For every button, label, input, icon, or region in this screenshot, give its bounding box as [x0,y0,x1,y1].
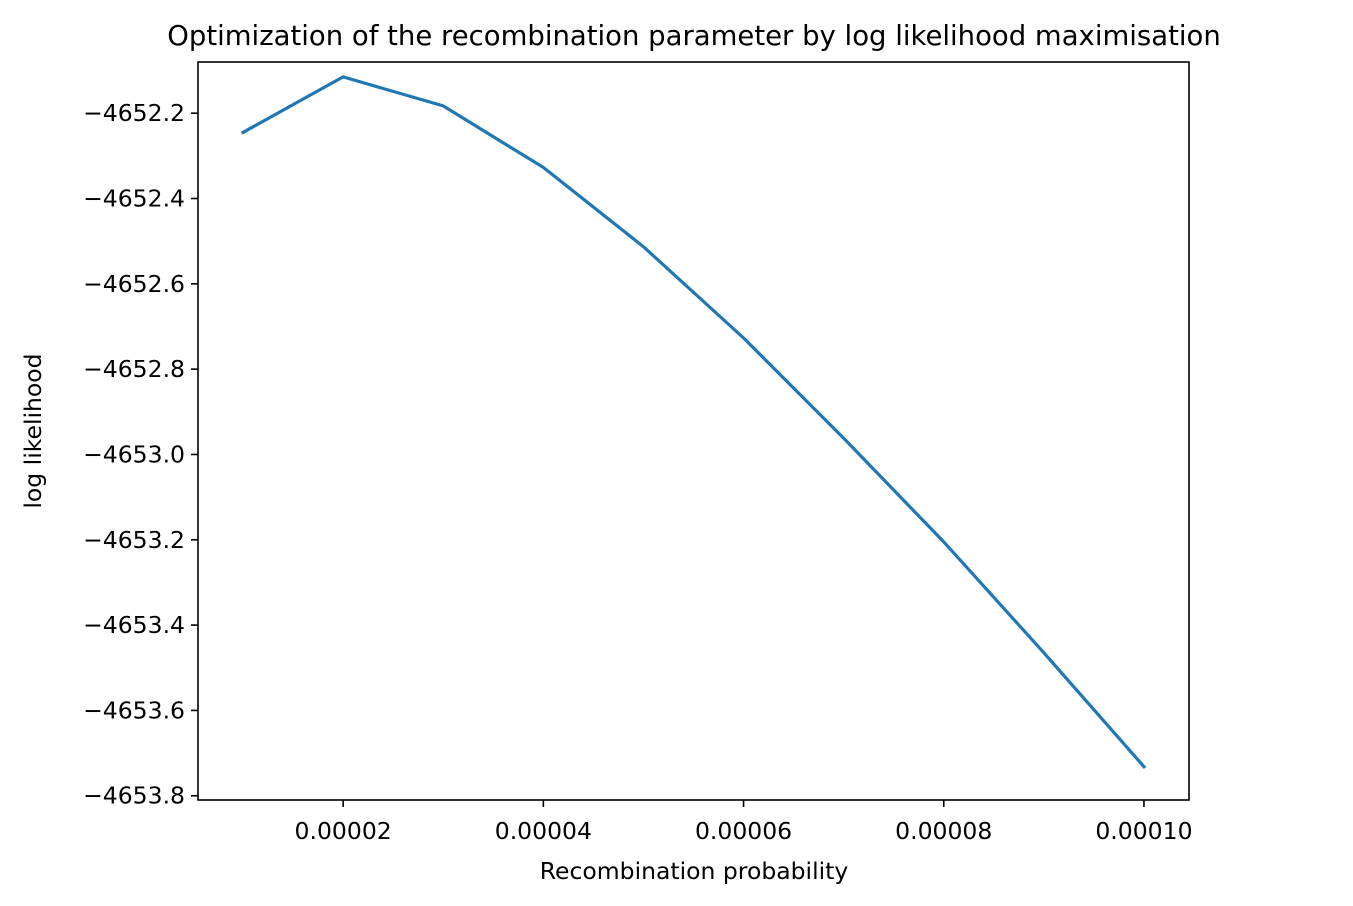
y-tick-label: −4653.8 [83,782,185,810]
y-axis-label: log likelihood [19,353,47,508]
x-tick-label: 0.00010 [1095,817,1192,845]
y-tick-label: −4652.2 [83,99,185,127]
y-tick-label: −4652.8 [83,355,185,383]
series-line [240,75,1147,769]
y-tick-label: −4652.4 [83,185,185,213]
x-tick-label: 0.00004 [495,817,592,845]
y-tick-label: −4653.6 [83,696,185,724]
y-tick-label: −4653.2 [83,526,185,554]
x-tick-label: 0.00002 [295,817,392,845]
x-axis: 0.00002 0.00004 0.00006 0.00008 0.00010 [295,800,1193,845]
x-tick-label: 0.00008 [895,817,992,845]
x-tick-label: 0.00006 [695,817,792,845]
y-tick-label: −4653.4 [83,611,185,639]
chart-title: Optimization of the recombination parame… [167,20,1221,52]
x-axis-label: Recombination probability [540,857,849,885]
series-layer [240,75,1147,769]
y-tick-label: −4653.0 [83,440,185,468]
plot-frame [197,61,1190,801]
y-axis: −4652.2 −4652.4 −4652.6 −4652.8 −4653.0 −4653… [83,99,198,810]
y-tick-label: −4652.6 [83,270,185,298]
